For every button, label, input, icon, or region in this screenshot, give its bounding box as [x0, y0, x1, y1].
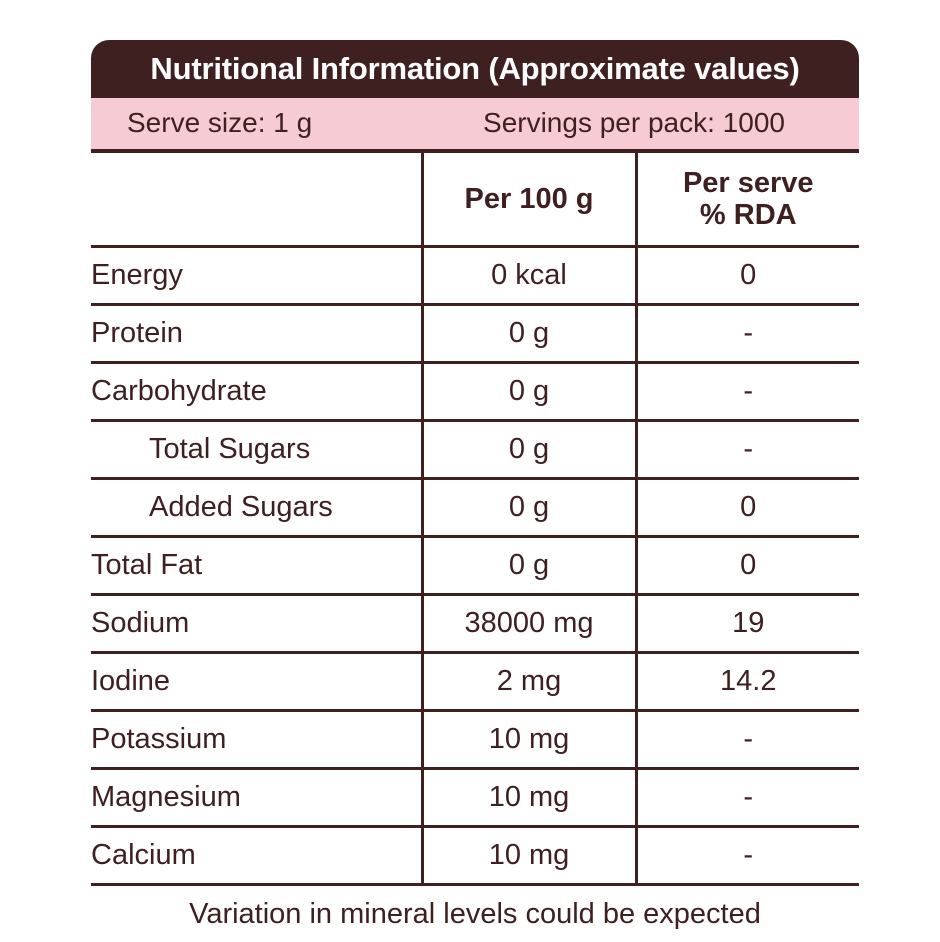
column-header-nutrient [91, 153, 422, 247]
nutrient-per-100g-value: 10 mg [422, 769, 636, 827]
nutrient-per-100g-value: 10 mg [422, 711, 636, 769]
nutrient-name: Iodine [91, 653, 422, 711]
serve-size-label: Serve size: 1 g [91, 109, 431, 137]
table-footer-row: Variation in mineral levels could be exp… [91, 885, 859, 942]
nutrient-rda-value: - [636, 363, 859, 421]
column-header-per-serve-line1: Per serve [638, 167, 860, 199]
nutrient-rda-value: 14.2 [636, 653, 859, 711]
servings-per-pack-label: Servings per pack: 1000 [431, 109, 859, 137]
nutrient-name: Added Sugars [91, 479, 422, 537]
nutrient-per-100g-value: 0 kcal [422, 247, 636, 305]
nutrient-name: Sodium [91, 595, 422, 653]
nutrient-name: Calcium [91, 827, 422, 885]
nutrient-rda-value: - [636, 421, 859, 479]
nutrient-rda-value: 0 [636, 247, 859, 305]
nutrient-rda-value: - [636, 305, 859, 363]
nutrient-name: Protein [91, 305, 422, 363]
nutrient-rda-value: - [636, 769, 859, 827]
panel-title: Nutritional Information (Approximate val… [91, 40, 859, 98]
footer-note: Variation in mineral levels could be exp… [91, 885, 859, 942]
nutrient-name: Total Sugars [91, 421, 422, 479]
nutrient-per-100g-value: 10 mg [422, 827, 636, 885]
nutrient-per-100g-value: 0 g [422, 305, 636, 363]
nutrient-name: Magnesium [91, 769, 422, 827]
column-header-per-serve-rda: Per serve % RDA [636, 153, 859, 247]
serve-info-band: Serve size: 1 g Servings per pack: 1000 [91, 98, 859, 153]
nutrient-name: Carbohydrate [91, 363, 422, 421]
nutrient-name: Total Fat [91, 537, 422, 595]
nutrient-per-100g-value: 2 mg [422, 653, 636, 711]
nutrient-rda-value: - [636, 711, 859, 769]
nutrient-rda-value: 0 [636, 479, 859, 537]
nutrient-rda-value: 0 [636, 537, 859, 595]
nutrient-per-100g-value: 38000 mg [422, 595, 636, 653]
nutrient-per-100g-value: 0 g [422, 421, 636, 479]
nutrient-rda-value: - [636, 827, 859, 885]
table-header-row: Per 100 g Per serve % RDA [91, 153, 859, 247]
column-header-per-100g: Per 100 g [422, 153, 636, 247]
nutrient-per-100g-value: 0 g [422, 537, 636, 595]
nutrient-per-100g-value: 0 g [422, 363, 636, 421]
nutrient-rda-value: 19 [636, 595, 859, 653]
nutrient-name: Potassium [91, 711, 422, 769]
nutrition-panel: Nutritional Information (Approximate val… [91, 40, 859, 942]
column-header-rda-line2: % RDA [638, 199, 860, 231]
nutrient-per-100g-value: 0 g [422, 479, 636, 537]
nutrient-name: Energy [91, 247, 422, 305]
